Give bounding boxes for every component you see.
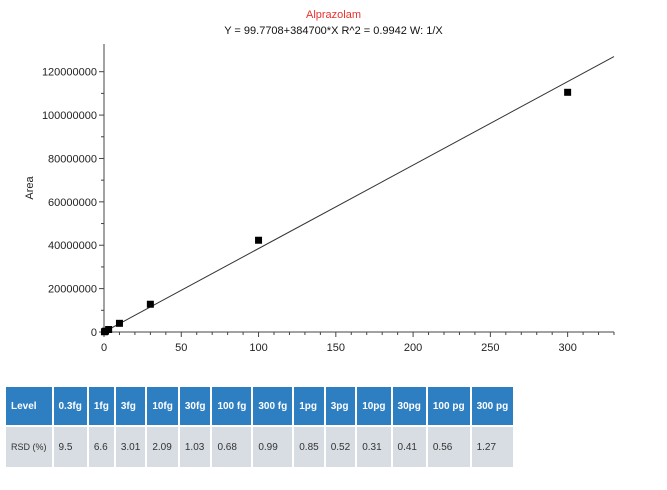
x-tick-label: 200	[404, 342, 422, 354]
table-cell: 6.6	[88, 427, 114, 467]
table-header-cell: 1pg	[294, 387, 324, 425]
x-tick-label: 300	[558, 342, 576, 354]
data-point	[146, 300, 154, 308]
data-point	[564, 88, 572, 96]
table-cell: 0.99	[253, 427, 293, 467]
y-tick-label: 0	[91, 327, 97, 339]
table-row-header: RSD (%)	[6, 427, 52, 467]
x-tick-label: 150	[327, 342, 345, 354]
y-tick-label: 120000000	[42, 67, 97, 79]
table-header-cell: 100 pg	[427, 387, 470, 425]
data-point	[255, 236, 263, 244]
table-header-row: Level 0.3fg 1fg 3fg 10fg 30fg 100 fg 300 fg 1pg 3…	[6, 387, 514, 425]
table-body: RSD (%) 9.5 6.6 3.01 2.09 1.03 0.68 0.99 0.85 0.5…	[6, 427, 514, 467]
table-cell: 0.56	[427, 427, 470, 467]
table-header-cell: 30fg	[179, 387, 211, 425]
data-point	[105, 326, 113, 334]
table-cell: 3.01	[115, 427, 146, 467]
table-header-cell: 3fg	[115, 387, 146, 425]
x-tick-label: 50	[175, 342, 187, 354]
table-header-cell: 3pg	[325, 387, 356, 425]
table-header-cell: 30pg	[392, 387, 426, 425]
data-point	[115, 319, 123, 327]
table-cell: 0.41	[392, 427, 426, 467]
regression-line	[103, 56, 615, 333]
table-header-cell: 0.3fg	[53, 387, 87, 425]
x-tick-label: 100	[249, 342, 267, 354]
chart-panel: Alprazolam Y = 99.7708+384700*X R^2 = 0.…	[24, 9, 615, 354]
table-header-cell: 1fg	[88, 387, 114, 425]
table-cell: 0.85	[294, 427, 324, 467]
chart-subtitle: Y = 99.7708+384700*X R^2 = 0.9942 W: 1/X	[224, 25, 443, 37]
y-tick-label: 20000000	[48, 284, 97, 296]
calibration-plot: 0 50 100 150 200 250 300 0 20000000 40000000 60000…	[24, 44, 615, 354]
table-cell: 2.09	[147, 427, 178, 467]
chart-title: Alprazolam	[305, 9, 362, 21]
table-header-cell: 300 pg	[471, 387, 514, 425]
table-cell: 0.31	[357, 427, 391, 467]
table-header-level: Level	[6, 387, 52, 425]
table-header-cell: 100 fg	[212, 387, 252, 425]
table-cell: 0.68	[212, 427, 252, 467]
table-header-cell: 300 fg	[253, 387, 293, 425]
y-tick-label: 100000000	[42, 110, 97, 122]
rsd-table: Level 0.3fg 1fg 3fg 10fg 30fg 100 fg 300 fg 1pg 3…	[4, 385, 515, 469]
rsd-table-panel: Level 0.3fg 1fg 3fg 10fg 30fg 100 fg 300 fg 1pg 3…	[0, 378, 667, 490]
table-cell: 1.27	[471, 427, 514, 467]
y-tick-label: 80000000	[48, 153, 97, 165]
table-header-cell: 10fg	[147, 387, 178, 425]
x-tick-label: 250	[481, 342, 499, 354]
y-tick-label: 60000000	[48, 197, 97, 209]
y-tick-label: 40000000	[48, 240, 97, 252]
table-cell: 0.52	[325, 427, 356, 467]
table-cell: 1.03	[179, 427, 211, 467]
table-cell: 9.5	[53, 427, 87, 467]
table-row: RSD (%) 9.5 6.6 3.01 2.09 1.03 0.68 0.99 0.85 0.5…	[6, 427, 514, 467]
y-axis-label: Area	[24, 176, 36, 200]
x-tick-label: 0	[101, 342, 107, 354]
table-header-cell: 10pg	[357, 387, 391, 425]
